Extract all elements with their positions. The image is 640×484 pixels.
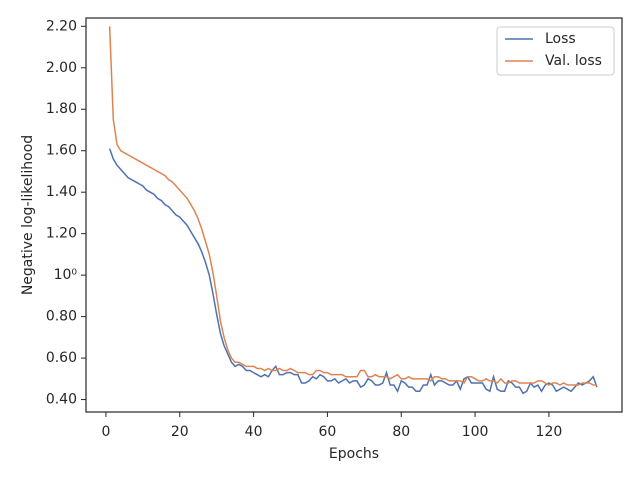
y-axis-label: Negative log-likelihood [20,135,36,295]
y-tick-label: 2.20 [46,18,77,34]
x-tick-label: 20 [171,424,189,440]
y-tick-label: 0.60 [46,350,77,366]
x-tick-label: 40 [245,424,263,440]
y-tick-label: 0.80 [46,309,77,325]
legend-label: Val. loss [545,53,602,69]
y-tick-label: 1.60 [46,143,77,159]
x-axis-label: Epochs [329,446,379,462]
x-tick-label: 80 [392,424,410,440]
x-tick-label: 60 [319,424,337,440]
x-tick-label: 0 [101,424,110,440]
y-tick-label: 1.20 [46,226,77,242]
legend-label: Loss [545,31,576,47]
x-tick-label: 120 [536,424,563,440]
plot-frame [85,17,623,413]
y-tick-label: 0.40 [46,392,77,408]
y-tick-label: 2.00 [46,60,77,76]
line-series [108,26,597,386]
y-tick-label: 1.40 [46,184,77,200]
y-tick-label: 1.80 [46,101,77,117]
x-tick-label: 100 [462,424,489,440]
line-series [108,148,598,395]
y-tick-label: 10⁰ [54,267,78,283]
